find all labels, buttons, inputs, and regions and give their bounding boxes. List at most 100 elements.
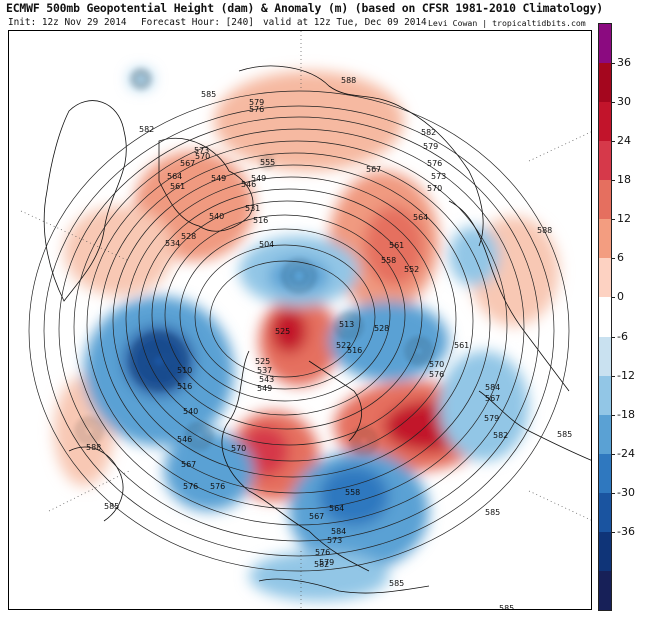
- colorbar-segment: [599, 219, 611, 259]
- north-america-coast: [221, 350, 370, 572]
- colorbar-tick: [612, 336, 615, 338]
- contour-label-516-hudson: 516: [177, 382, 192, 391]
- contour-label-588-w-atlantic: 588: [86, 443, 101, 452]
- contour-label-582-us: 582: [314, 560, 329, 569]
- contour-label-585-se-pacific: 585: [485, 508, 500, 517]
- contour-label-579-russia: 579: [423, 142, 438, 151]
- scandinavia-coast: [158, 137, 254, 232]
- contour-label-584-pacific: 584: [485, 383, 500, 392]
- contour-label-585-right-edge: 585: [499, 604, 514, 610]
- contour-label-573-left: 573: [194, 146, 209, 155]
- contour-label-585-right: 585: [557, 430, 572, 439]
- colorbar-tick: [612, 531, 615, 533]
- colorbar-label: -6: [617, 329, 628, 343]
- colorbar-segment: [599, 414, 611, 455]
- colorbar-segment: [599, 180, 611, 220]
- contour-label-516-pole: 516: [347, 346, 362, 355]
- contour-label-588-east-asia: 588: [537, 226, 552, 235]
- contour-label-546-canada: 546: [177, 435, 192, 444]
- contour-label-576-us: 576: [315, 548, 330, 557]
- contour-label-513-pole: 513: [339, 320, 354, 329]
- contour-label-504-greenland: 504: [259, 240, 274, 249]
- colorbar-label: 30: [617, 95, 631, 109]
- credit-text: Levi Cowan | tropicaltidbits.com: [428, 18, 586, 28]
- colorbar-label: 12: [617, 212, 631, 226]
- contour-label-525-alaska: 525: [255, 357, 270, 366]
- colorbar-segment: [599, 141, 611, 181]
- colorbar-segment: [599, 375, 611, 416]
- contour-label-531-greenland: 531: [245, 204, 260, 213]
- colorbar-segment: [599, 336, 611, 377]
- contour-label-540-left: 540: [209, 212, 224, 221]
- colorbar-label: 36: [617, 56, 631, 70]
- contour-label-558-us: 558: [345, 488, 360, 497]
- anomaly-negative-us-core: [319, 466, 389, 526]
- contour-label-561-siberia: 561: [389, 241, 404, 250]
- contour-label-579-pacific: 579: [484, 414, 499, 423]
- colorbar-label: -30: [617, 485, 635, 499]
- colorbar-segment: [599, 453, 611, 494]
- contour-label-528-left: 528: [181, 232, 196, 241]
- colorbar-segment: [599, 492, 611, 533]
- low-centers: [76, 69, 432, 454]
- contour-label-546-left: 546: [241, 180, 256, 189]
- anomaly-negative-japan: [439, 351, 529, 461]
- colorbar-segment: [599, 102, 611, 142]
- anomaly-positive-russia: [214, 71, 404, 171]
- contour-label-579-us: 579: [319, 558, 334, 567]
- contour-label-537-alaska: 537: [257, 366, 272, 375]
- polar-stereographic-map: 588 585 579 576 582 579 576 573 570 567 …: [20, 31, 591, 610]
- contour-label-564-left: 564: [167, 172, 182, 181]
- contour-label-567-left: 567: [180, 159, 195, 168]
- height-contours: [28, 90, 570, 572]
- colorbar-tick: [612, 453, 615, 455]
- contour-label-576-canada: 576: [183, 482, 198, 491]
- colorbar-label: 24: [617, 134, 631, 148]
- init-time: Init: 12z Nov 29 2014: [8, 17, 127, 28]
- contour-label-570-left: 570: [195, 152, 210, 161]
- contour-label-576-top: 576: [249, 105, 264, 114]
- anomaly-negative-west-atlantic: [164, 431, 254, 511]
- contour-label-567-us: 567: [309, 512, 324, 521]
- contour-label-561-pacific: 561: [454, 341, 469, 350]
- greenland-coast: [43, 100, 127, 302]
- contour-label-582-russia: 582: [421, 128, 436, 137]
- contour-label-588-n-atlantic: 588: [341, 76, 356, 85]
- contour-label-525-pole: 525: [275, 327, 290, 336]
- anomaly-negative-tiny: [129, 69, 153, 89]
- anomaly-positive-pole-core: [271, 309, 307, 353]
- colorbar-tick: [612, 141, 615, 143]
- contour-label-570-canada: 570: [231, 444, 246, 453]
- contour-label-534-left: 534: [165, 239, 180, 248]
- contour-label-584-us: 584: [331, 527, 346, 536]
- anomaly-colorbar: [598, 23, 612, 611]
- contour-label-567-siberia: 567: [366, 165, 381, 174]
- colorbar-tick: [612, 414, 615, 416]
- contour-label-570-japan: 570: [429, 360, 444, 369]
- colorbar-label: -18: [617, 407, 635, 421]
- colorbar-segment: [599, 24, 611, 64]
- contour-label-573-us: 573: [327, 536, 342, 545]
- contour-labels: 588 585 579 576 582 579 576 573 570 567 …: [86, 76, 572, 610]
- contour-label-561-left: 561: [170, 182, 185, 191]
- anomaly-shading: [54, 69, 559, 601]
- colorbar-segment: [599, 570, 611, 611]
- colorbar-label: 18: [617, 173, 631, 187]
- contour-label-585-bottom: 585: [389, 579, 404, 588]
- colorbar-segment: [599, 297, 611, 338]
- contour-label-510-hudson: 510: [177, 366, 192, 375]
- colorbar-segment: [599, 258, 611, 298]
- contour-label-516-greenland: 516: [253, 216, 268, 225]
- contour-label-558-siberia: 558: [381, 256, 396, 265]
- graticule: [20, 31, 591, 609]
- colorbar-segment: [599, 63, 611, 103]
- map-title: ECMWF 500mb Geopotential Height (dam) & …: [6, 1, 603, 15]
- contour-label-573-russia: 573: [431, 172, 446, 181]
- contour-label-564-us: 564: [329, 504, 344, 513]
- colorbar-tick: [612, 258, 615, 260]
- colorbar-tick: [612, 63, 615, 65]
- colorbar-label: -24: [617, 446, 635, 460]
- contour-label-576-pacific: 576: [429, 370, 444, 379]
- contour-label-579-arctic-top: 579: [249, 98, 264, 107]
- map-panel: 588 585 579 576 582 579 576 573 570 567 …: [8, 30, 592, 610]
